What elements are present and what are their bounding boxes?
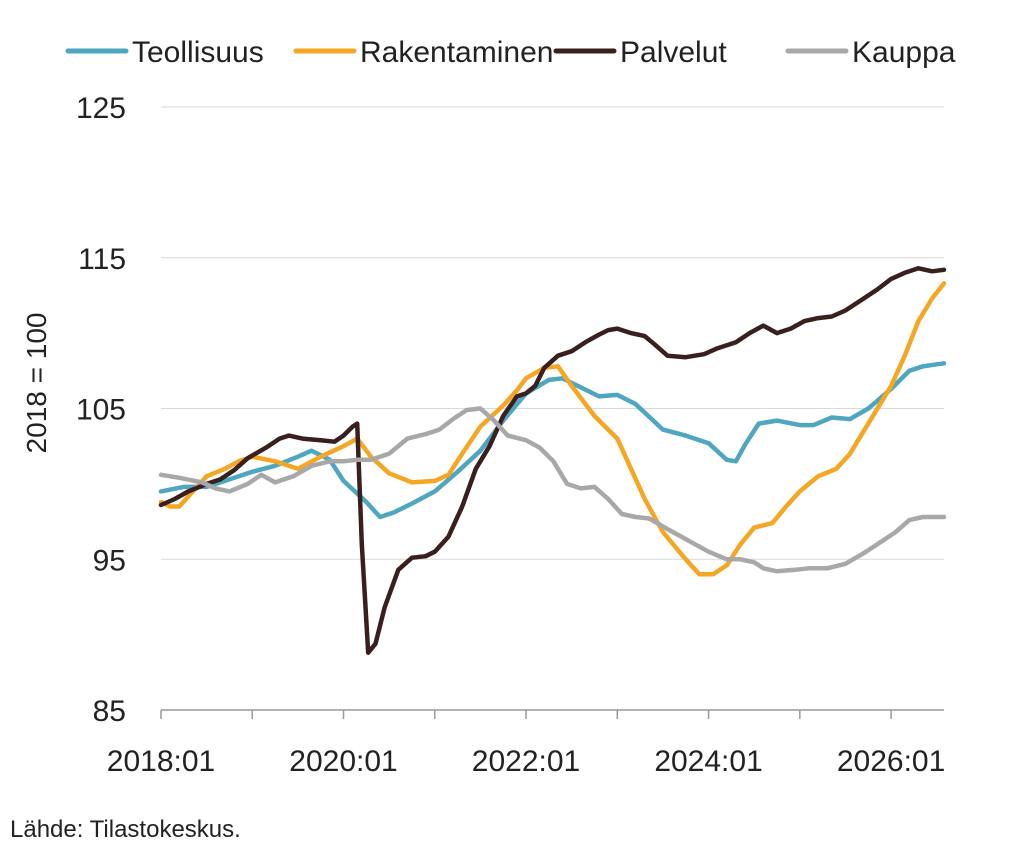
y-tick-label: 125 bbox=[76, 92, 126, 125]
legend-label: Palvelut bbox=[620, 36, 727, 69]
source-note: Lähde: Tilastokeskus. bbox=[10, 816, 241, 843]
series-lines bbox=[158, 266, 947, 655]
series-line-kauppa bbox=[158, 406, 947, 574]
y-axis-title: 2018 = 100 bbox=[21, 313, 52, 454]
x-tick-label: 2022:01 bbox=[472, 745, 580, 778]
y-tick-label: 115 bbox=[78, 243, 126, 276]
x-tick-label: 2024:01 bbox=[654, 745, 762, 778]
series-line-palvelut bbox=[158, 266, 947, 655]
x-tick-label: 2020:01 bbox=[289, 745, 397, 778]
legend-label: Kauppa bbox=[852, 36, 956, 69]
y-tick-label: 85 bbox=[93, 695, 126, 728]
y-tick-label: 95 bbox=[93, 544, 126, 577]
legend-label: Teollisuus bbox=[132, 36, 264, 69]
x-tick-label: 2018:01 bbox=[107, 745, 215, 778]
y-tick-label: 105 bbox=[76, 394, 126, 427]
series-line-rakentaminen bbox=[158, 281, 947, 577]
legend-label: Rakentaminen bbox=[360, 36, 553, 69]
legend: Teollisuus Rakentaminen Palvelut Kauppa bbox=[65, 36, 956, 69]
x-axis: 2018:01 2020:01 2022:01 2024:01 2026:01 bbox=[107, 709, 945, 778]
x-tick-label: 2026:01 bbox=[837, 745, 945, 778]
y-axis: 85 95 105 115 125 bbox=[76, 92, 126, 728]
grid bbox=[161, 106, 944, 560]
